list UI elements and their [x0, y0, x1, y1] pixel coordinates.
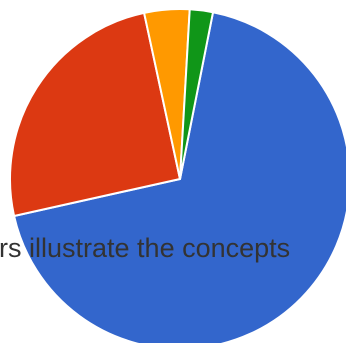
caption-text: ers illustrate the concepts	[0, 233, 291, 263]
caption-text-overlay: ers illustrate the concepts	[0, 228, 346, 268]
pie-slice-2[interactable]	[9, 11, 181, 217]
pie-slices	[9, 8, 346, 343]
pie-slice-1[interactable]	[13, 11, 346, 343]
pie-slice-4[interactable]	[179, 8, 215, 180]
